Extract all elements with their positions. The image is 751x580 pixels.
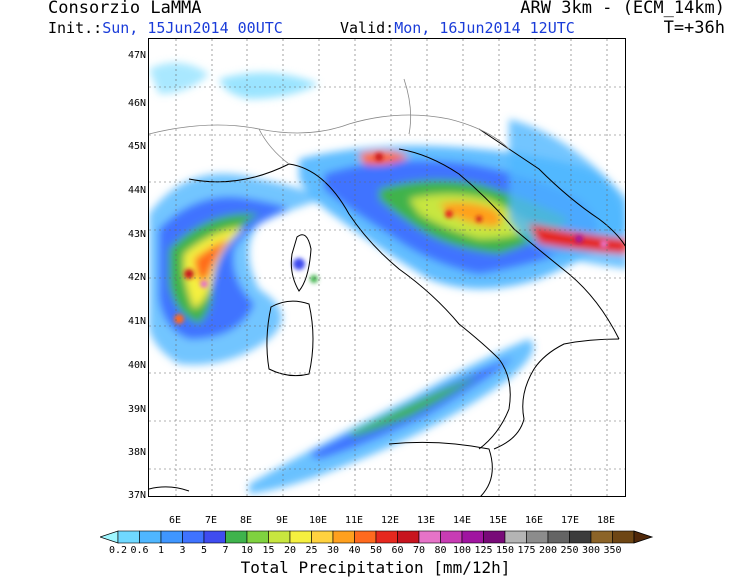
colorbar-swatch	[203, 530, 226, 544]
valid-label: Valid:	[340, 19, 395, 37]
lon-tick-label: 12E	[380, 515, 400, 526]
colorbar-tick-label: 3	[179, 545, 186, 556]
colorbar-swatch	[139, 530, 162, 544]
colorbar-tick-label: 20	[283, 545, 297, 556]
colorbar-tick-label: 250	[560, 545, 579, 556]
colorbar-swatch	[590, 530, 613, 544]
colorbar-tick-label: 0.6	[130, 545, 149, 556]
colorbar-tick-label: 15	[262, 545, 275, 556]
lat-tick-label: 37N	[127, 490, 146, 501]
valid-value: Mon, 16Jun2014 12UTC	[394, 19, 575, 37]
lat-tick-label: 42N	[127, 272, 146, 283]
init-time: Init.:Sun, 15Jun2014 00UTC	[48, 19, 283, 37]
lon-tick-label: 8E	[239, 515, 253, 526]
lat-tick-label: 40N	[127, 360, 146, 371]
colorbar-swatch	[569, 530, 592, 544]
lon-tick-label: 18E	[596, 515, 616, 526]
colorbar-min-arrow	[100, 530, 119, 544]
colorbar-tick-label: 10	[240, 545, 254, 556]
colorbar-swatch	[483, 530, 506, 544]
lon-tick-label: 16E	[524, 515, 544, 526]
colorbar-swatch	[225, 530, 248, 544]
colorbar-swatch	[311, 530, 334, 544]
colorbar-tick-label: 5	[200, 545, 208, 556]
colorbar-tick-label: 0.2	[108, 545, 128, 556]
colorbar-tick-label: 25	[305, 545, 318, 556]
colorbar-swatch	[289, 530, 312, 544]
lon-tick-label: 9E	[275, 515, 289, 526]
colorbar-tick-label: 175	[517, 545, 536, 556]
colorbar-tick-label: 200	[538, 545, 558, 556]
lat-tick-label: 39N	[127, 404, 146, 415]
precipitation-map	[148, 38, 626, 497]
lat-tick-label: 43N	[127, 229, 146, 240]
lat-tick-label: 41N	[127, 316, 146, 327]
map-canvas	[149, 39, 625, 496]
graticule	[149, 39, 625, 496]
colorbar-swatch	[440, 530, 463, 544]
political-borders	[149, 78, 510, 165]
colorbar-tick-label: 100	[452, 545, 472, 556]
lat-tick-label: 45N	[127, 141, 146, 152]
colorbar-swatch	[547, 530, 570, 544]
lat-tick-label: 38N	[127, 447, 146, 458]
lat-tick-label: 44N	[127, 185, 146, 196]
valid-time: Valid:Mon, 16Jun2014 12UTC	[340, 19, 575, 37]
colorbar-title: Total Precipitation [mm/12h]	[240, 558, 511, 577]
colorbar-swatch	[268, 530, 291, 544]
colorbar-swatch	[418, 530, 441, 544]
colorbar-swatch	[182, 530, 205, 544]
colorbar-tick-label: 40	[348, 545, 361, 556]
colorbar-tick-label: 50	[369, 545, 383, 556]
colorbar-swatch	[117, 530, 140, 544]
init-label: Init.:	[48, 19, 103, 37]
colorbar-swatch	[332, 530, 355, 544]
lon-tick-label: 14E	[452, 515, 472, 526]
org-title: Consorzio LaMMA	[48, 0, 202, 18]
colorbar-swatch	[504, 530, 527, 544]
lon-tick-label: 11E	[344, 515, 364, 526]
lon-tick-label: 13E	[416, 515, 436, 526]
colorbar-tick-label: 150	[495, 545, 515, 556]
lat-tick-label: 47N	[127, 50, 146, 61]
forecast-timestep: T=+36h	[663, 18, 725, 38]
colorbar-tick-label: 350	[603, 545, 622, 556]
lon-tick-label: 15E	[488, 515, 508, 526]
lon-tick-label: 17E	[560, 515, 580, 526]
colorbar-swatch	[461, 530, 484, 544]
init-value: Sun, 15Jun2014 00UTC	[102, 19, 283, 37]
colorbar	[100, 530, 654, 544]
colorbar-swatch	[612, 530, 635, 544]
lon-tick-label: 10E	[308, 515, 328, 526]
colorbar-tick-label: 125	[474, 545, 493, 556]
lon-tick-label: 7E	[204, 515, 218, 526]
colorbar-tick-label: 300	[581, 545, 601, 556]
colorbar-swatch	[354, 530, 377, 544]
colorbar-swatch	[246, 530, 269, 544]
colorbar-swatch	[160, 530, 183, 544]
lon-tick-label: 6E	[168, 515, 182, 526]
lat-tick-label: 46N	[127, 98, 146, 109]
model-title: ARW 3km - (ECM_14km)	[520, 0, 725, 18]
colorbar-tick-label: 70	[412, 545, 426, 556]
colorbar-tick-label: 80	[434, 545, 447, 556]
colorbar-swatch	[526, 530, 549, 544]
colorbar-swatch	[397, 530, 420, 544]
colorbar-tick-label: 7	[222, 545, 229, 556]
colorbar-tick-label: 60	[391, 545, 404, 556]
colorbar-swatch	[375, 530, 398, 544]
precip-speckles	[174, 153, 608, 324]
colorbar-tick-label: 1	[157, 545, 165, 556]
colorbar-tick-label: 30	[326, 545, 340, 556]
colorbar-max-arrow	[633, 530, 654, 544]
